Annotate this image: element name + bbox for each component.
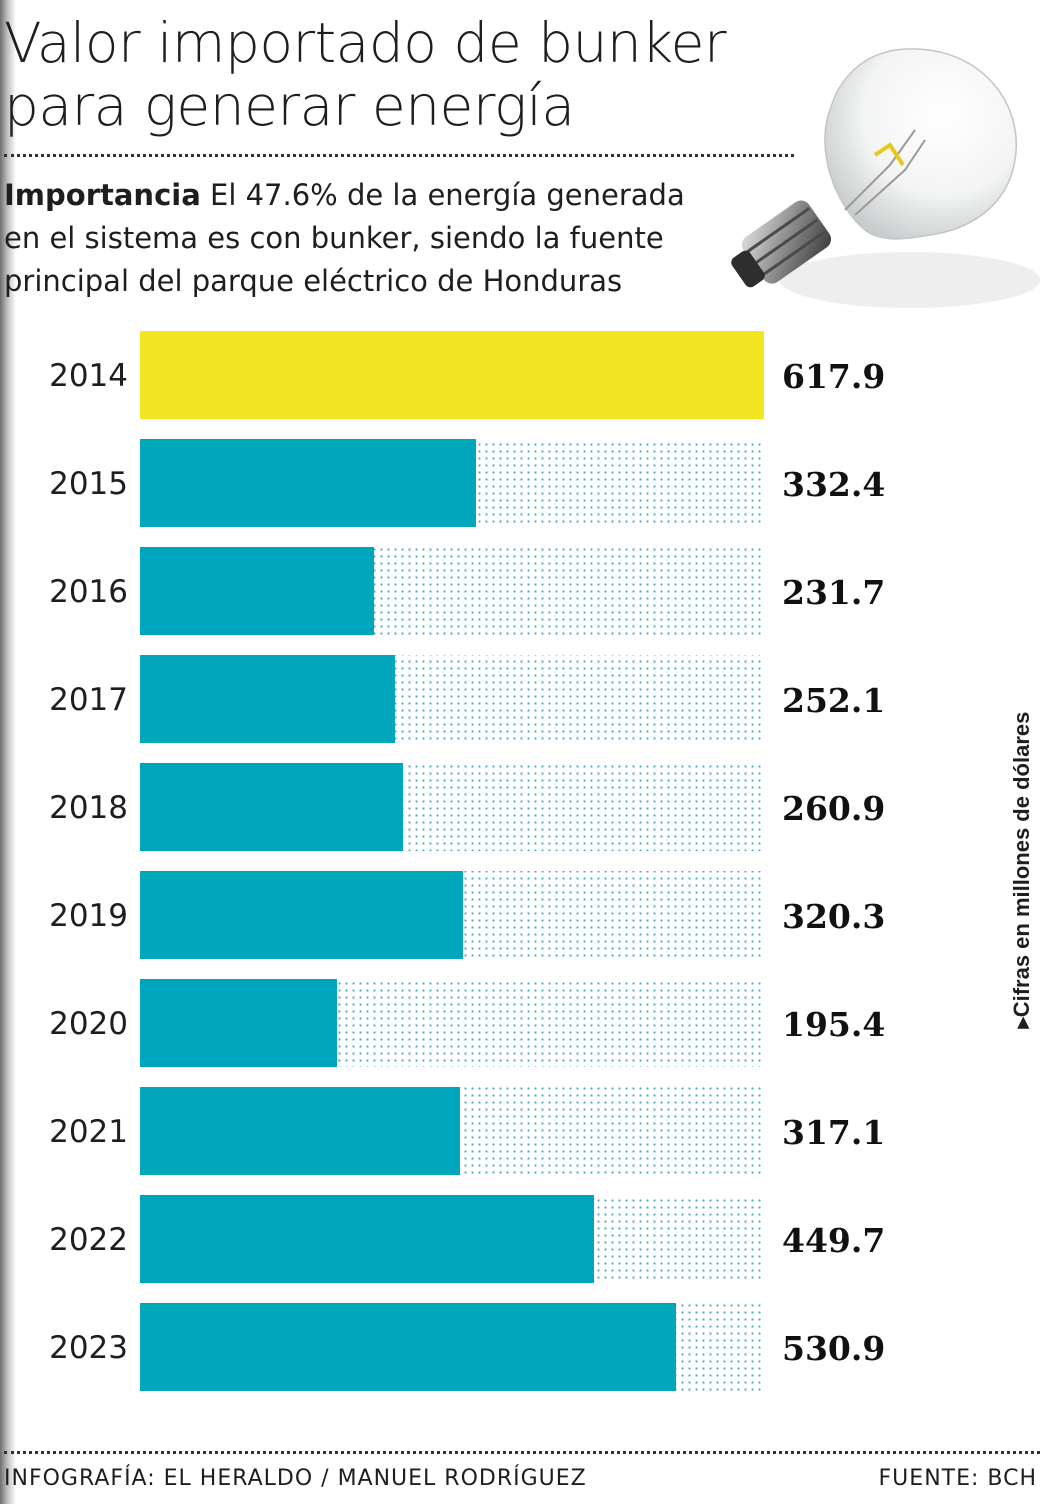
bar-2022 — [140, 1195, 594, 1283]
value-label-2016: 231.7 — [782, 573, 885, 612]
value-label-2021: 317.1 — [782, 1113, 885, 1152]
value-label-2014: 617.9 — [782, 357, 885, 396]
bar-2014 — [140, 331, 764, 419]
value-label-2018: 260.9 — [782, 789, 885, 828]
bar-2021 — [140, 1087, 460, 1175]
title-line-2: para generar energía — [4, 74, 575, 138]
left-edge-shadow — [0, 0, 16, 1504]
value-label-2023: 530.9 — [782, 1329, 885, 1368]
year-label-2016: 2016 — [49, 574, 128, 610]
value-label-2019: 320.3 — [782, 897, 885, 936]
bar-2019 — [140, 871, 463, 959]
value-label-2015: 332.4 — [782, 465, 885, 504]
year-label-2015: 2015 — [49, 466, 128, 502]
bar-2015 — [140, 439, 476, 527]
bar-2023 — [140, 1303, 676, 1391]
footer-divider — [4, 1451, 1040, 1454]
light-bulb-icon — [731, 48, 1040, 308]
subtitle-label: Importancia — [4, 178, 201, 212]
title-line-1: Valor importado de bunker — [4, 11, 727, 75]
subtitle-text: El 47.6% de la energía generada en el si… — [4, 178, 685, 298]
year-label-2023: 2023 — [49, 1330, 128, 1366]
bar-2016 — [140, 547, 374, 635]
chart-title: Valor importado de bunker para generar e… — [4, 11, 727, 138]
year-label-2020: 2020 — [49, 1006, 128, 1042]
year-label-2018: 2018 — [49, 790, 128, 826]
value-label-2020: 195.4 — [782, 1005, 885, 1044]
title-divider — [4, 154, 794, 157]
value-label-2017: 252.1 — [782, 681, 885, 720]
year-label-2021: 2021 — [49, 1114, 128, 1150]
value-label-2022: 449.7 — [782, 1221, 885, 1260]
year-label-2017: 2017 — [49, 682, 128, 718]
unit-note: ▸Cifras en millones de dólares — [1009, 711, 1034, 1029]
bar-2017 — [140, 655, 395, 743]
footer-credit: INFOGRAFÍA: EL HERALDO / MANUEL RODRÍGUE… — [4, 1466, 587, 1491]
subtitle: Importancia El 47.6% de la energía gener… — [4, 174, 724, 303]
bar-2020 — [140, 979, 337, 1067]
year-label-2019: 2019 — [49, 898, 128, 934]
year-label-2014: 2014 — [49, 358, 128, 394]
footer-source: FUENTE: BCH — [878, 1466, 1037, 1491]
bar-2018 — [140, 763, 403, 851]
year-label-2022: 2022 — [49, 1222, 128, 1258]
